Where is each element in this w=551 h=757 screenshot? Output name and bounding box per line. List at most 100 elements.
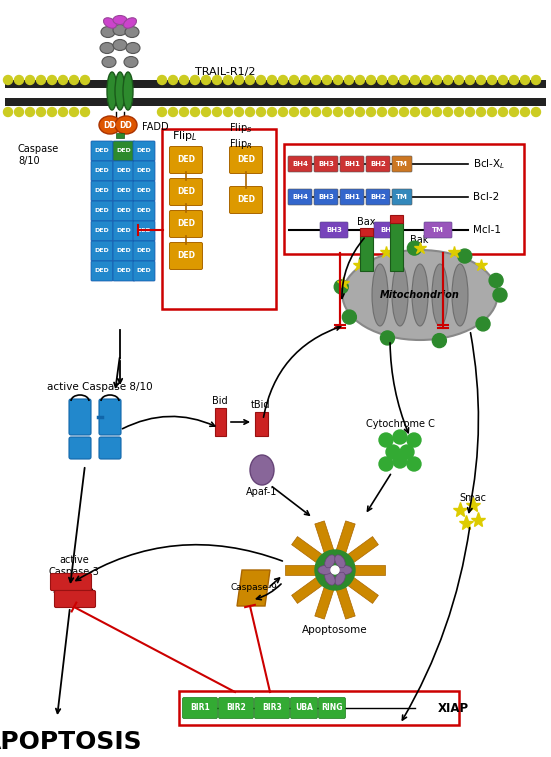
Text: DED: DED <box>237 195 255 204</box>
Circle shape <box>510 107 518 117</box>
FancyBboxPatch shape <box>91 221 113 241</box>
Text: Cytochrome C: Cytochrome C <box>365 419 434 429</box>
FancyBboxPatch shape <box>170 242 203 269</box>
Circle shape <box>80 107 89 117</box>
Text: Bid: Bid <box>212 396 228 406</box>
FancyBboxPatch shape <box>162 129 276 309</box>
Circle shape <box>458 249 472 263</box>
FancyBboxPatch shape <box>290 697 317 718</box>
Ellipse shape <box>372 264 388 326</box>
Ellipse shape <box>125 26 139 38</box>
Circle shape <box>202 76 210 85</box>
Ellipse shape <box>115 116 137 134</box>
Circle shape <box>289 76 299 85</box>
Circle shape <box>399 76 408 85</box>
Text: active Caspase 8/10: active Caspase 8/10 <box>47 382 153 392</box>
FancyBboxPatch shape <box>91 201 113 221</box>
Text: DED: DED <box>95 208 110 213</box>
Circle shape <box>400 445 414 459</box>
Text: DED: DED <box>95 169 110 173</box>
FancyBboxPatch shape <box>91 261 113 281</box>
Ellipse shape <box>123 72 133 110</box>
Circle shape <box>410 107 419 117</box>
Text: Mcl-1: Mcl-1 <box>473 225 501 235</box>
Ellipse shape <box>452 264 468 326</box>
FancyBboxPatch shape <box>170 210 203 238</box>
Circle shape <box>521 76 530 85</box>
Bar <box>215 408 226 436</box>
Ellipse shape <box>432 264 448 326</box>
Circle shape <box>433 334 446 347</box>
Text: DED: DED <box>95 148 110 154</box>
Circle shape <box>180 107 188 117</box>
Circle shape <box>47 76 57 85</box>
Text: DED: DED <box>137 208 152 213</box>
Text: Bcl-X$_L$: Bcl-X$_L$ <box>473 157 505 171</box>
Text: Apoptosome: Apoptosome <box>302 625 368 635</box>
Circle shape <box>334 280 348 294</box>
Text: BH2: BH2 <box>370 161 386 167</box>
Text: DED: DED <box>137 229 152 233</box>
Circle shape <box>213 107 222 117</box>
FancyBboxPatch shape <box>320 222 348 238</box>
Circle shape <box>393 430 407 444</box>
FancyBboxPatch shape <box>133 161 155 181</box>
Circle shape <box>80 76 89 85</box>
FancyBboxPatch shape <box>113 201 135 221</box>
Polygon shape <box>315 586 334 619</box>
Bar <box>390 215 403 223</box>
Text: active
Caspase-3: active Caspase-3 <box>48 555 99 577</box>
FancyBboxPatch shape <box>113 261 135 281</box>
FancyBboxPatch shape <box>133 261 155 281</box>
Polygon shape <box>291 537 323 563</box>
Text: RING: RING <box>321 703 343 712</box>
Bar <box>390 223 403 271</box>
Circle shape <box>36 107 46 117</box>
Circle shape <box>488 107 496 117</box>
Text: Flip$_L$: Flip$_L$ <box>172 129 198 143</box>
Ellipse shape <box>124 57 138 67</box>
Text: BH3: BH3 <box>326 227 342 233</box>
Circle shape <box>58 76 68 85</box>
Text: DED: DED <box>117 229 131 233</box>
Text: Apaf-1: Apaf-1 <box>246 487 278 497</box>
Text: DED: DED <box>117 208 131 213</box>
Circle shape <box>69 76 78 85</box>
FancyBboxPatch shape <box>113 161 135 181</box>
Circle shape <box>444 76 452 85</box>
Circle shape <box>246 107 255 117</box>
FancyBboxPatch shape <box>91 181 113 201</box>
Circle shape <box>3 76 13 85</box>
Text: DED: DED <box>177 251 195 260</box>
Circle shape <box>300 76 310 85</box>
Text: Bak: Bak <box>410 235 428 245</box>
FancyBboxPatch shape <box>230 186 262 213</box>
Bar <box>360 236 373 271</box>
Circle shape <box>344 76 354 85</box>
FancyBboxPatch shape <box>179 691 459 725</box>
Text: DED: DED <box>95 229 110 233</box>
Text: Caspase
8/10: Caspase 8/10 <box>18 144 60 166</box>
FancyBboxPatch shape <box>392 156 412 172</box>
Circle shape <box>510 76 518 85</box>
Circle shape <box>355 107 365 117</box>
FancyBboxPatch shape <box>230 147 262 173</box>
Circle shape <box>36 76 46 85</box>
FancyBboxPatch shape <box>133 241 155 261</box>
Circle shape <box>359 253 374 267</box>
Circle shape <box>477 107 485 117</box>
Circle shape <box>202 107 210 117</box>
Circle shape <box>58 107 68 117</box>
Circle shape <box>158 76 166 85</box>
Text: DED: DED <box>117 188 131 194</box>
Bar <box>360 228 373 236</box>
Circle shape <box>366 107 375 117</box>
Circle shape <box>311 107 321 117</box>
Text: DED: DED <box>137 169 152 173</box>
Ellipse shape <box>335 555 345 568</box>
Text: BH1: BH1 <box>380 227 396 233</box>
Text: DED: DED <box>137 248 152 254</box>
Text: DED: DED <box>95 188 110 194</box>
FancyBboxPatch shape <box>91 241 113 261</box>
Ellipse shape <box>338 565 352 575</box>
